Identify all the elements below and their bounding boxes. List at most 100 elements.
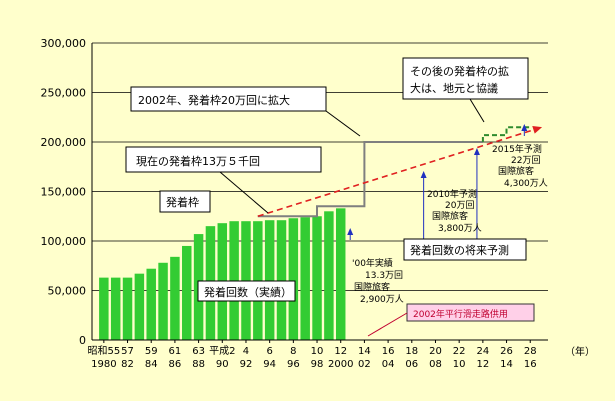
annotation-2000-line1: '00年実績: [352, 257, 393, 269]
bar-2000: [335, 208, 346, 340]
annotation-2000-stats: '00年実績 13.3万回 国際旅客 2,900万人: [352, 257, 404, 305]
annotation-2010-line1: 2010年予測: [427, 188, 477, 200]
x-tick-label-year: 2000: [328, 359, 353, 370]
x-tick-label-year: 92: [240, 359, 253, 370]
annotation-2010-line4: 3,800万人: [438, 223, 482, 234]
x-tick-label-era: 平成2: [209, 345, 235, 357]
x-tick-label-year: 10: [453, 359, 466, 370]
x-tick-label-year: 82: [121, 359, 134, 370]
x-tick-label-era: 16: [382, 346, 395, 357]
bar-1983: [134, 273, 145, 340]
y-tick-label: 150,000: [41, 186, 87, 199]
forecast-marker-2007-arrowhead: [420, 171, 427, 178]
annotation-2010-stats: 2010年予測 20万回 国際旅客 3,800万人: [427, 188, 482, 234]
annotation-2000-line3: 国際旅客: [354, 281, 390, 293]
bar-1980: [99, 277, 109, 340]
annotation-2010-line3: 国際旅客: [432, 210, 468, 222]
annotation-current-text: 現在の発着枠13万５千回: [136, 154, 260, 168]
annotation-2015-line4: 4,300万人: [504, 178, 548, 189]
annotation-future-line2: 大は、地元と協議: [410, 81, 498, 95]
bar-1984: [146, 268, 156, 340]
bar-1986: [170, 256, 180, 340]
annotation-box-forecast: [403, 238, 527, 261]
annotation-box-actual: [197, 280, 296, 302]
annotation-slot-text: 発着枠: [166, 195, 199, 209]
x-tick-label-year: 98: [311, 359, 324, 370]
y-tick-label: 0: [79, 334, 86, 347]
capacity-step-line: [257, 141, 483, 218]
annotation-2010-line2: 20万回: [445, 200, 474, 211]
forecast-marker-2015-arrowhead: [521, 124, 528, 131]
x-tick-label-era: 18: [405, 346, 418, 357]
bar-1981: [110, 277, 121, 340]
bar-1997: [300, 217, 310, 340]
annotation-2015-line2: 22万回: [511, 155, 540, 166]
x-tick-label-era: 昭和55: [87, 345, 120, 357]
annotation-2002-pointer: [325, 110, 361, 137]
annotation-box-slot: [159, 190, 211, 213]
annotation-current-pointer: [219, 171, 269, 214]
lines-group: [257, 124, 543, 243]
bar-1985: [158, 262, 168, 340]
x-tick-label-year: 86: [169, 359, 182, 370]
annotation-future-pointer: [469, 98, 485, 123]
bar-1987: [182, 245, 192, 340]
annotation-2015-line3: 国際旅客: [498, 165, 534, 177]
annotation-runway-pointer: [367, 312, 408, 337]
x-tick-label-era: 4: [243, 346, 249, 357]
bar-1998: [312, 216, 322, 340]
x-tick-label-era: 24: [476, 346, 489, 357]
x-tick-label-year: 08: [429, 359, 442, 370]
x-tick-label-year: 02: [358, 359, 371, 370]
x-tick-label-year: 94: [263, 359, 276, 370]
x-tick-label-year: 12: [476, 359, 489, 370]
annotation-2002-text: 2002年、発着枠20万回に拡大: [138, 93, 290, 107]
x-tick-label-year: 90: [216, 359, 229, 370]
x-tick-label-era: 6: [266, 346, 272, 357]
forecast-marker-2000-arrowhead: [347, 228, 354, 235]
x-tick-label-era: 10: [311, 346, 324, 357]
x-tick-label-year: 1980: [91, 359, 116, 370]
y-tick-label: 200,000: [41, 136, 87, 149]
bar-1996: [288, 218, 299, 340]
x-tick-label-year: 84: [145, 359, 158, 370]
x-tick-label-era: 26: [500, 346, 513, 357]
y-axis-ticks: 0 50,000 100,000 150,000 200,000 250,000 300,0…: [41, 37, 87, 347]
annotation-future-line1: その後の発着枠の拡: [410, 64, 509, 78]
x-tick-label-era: 28: [524, 346, 537, 357]
y-tick-label: 100,000: [41, 235, 87, 248]
x-tick-label-year: 04: [382, 359, 395, 370]
y-tick-label: 300,000: [41, 37, 87, 50]
x-tick-label-era: 20: [429, 346, 442, 357]
x-tick-label-era: 59: [145, 346, 158, 357]
annotation-2000-line4: 2,900万人: [360, 294, 404, 305]
annotation-runway-text: 2002年平行滑走路供用: [413, 308, 508, 320]
annotation-2015-line1: 2015年予測: [492, 143, 542, 155]
future-capacity-line: [481, 126, 531, 142]
y-tick-label: 50,000: [48, 285, 87, 298]
forecast-arrowhead: [532, 126, 543, 134]
x-tick-label-era: 63: [192, 346, 205, 357]
x-tick-label-year: 16: [524, 359, 537, 370]
annotation-box-runway: [406, 303, 535, 322]
bar-1995: [276, 220, 287, 340]
bar-1999: [324, 211, 334, 340]
annotation-2000-line2: 13.3万回: [365, 270, 403, 281]
x-tick-label-era: 22: [453, 346, 466, 357]
x-axis-unit: （年）: [565, 345, 595, 358]
annotation-box-current: [125, 146, 322, 173]
y-tick-label: 250,000: [41, 87, 87, 100]
x-tick-label-year: 96: [287, 359, 300, 370]
annotation-box-2002: [130, 86, 327, 112]
x-axis-ticks: 昭和55 1980 57 82 59 84 61 86 63 88 平成2 90 4 92 6 94 8 96 10…: [87, 340, 537, 370]
annotation-actual-text: 発着回数（実績）: [204, 285, 292, 299]
x-tick-label-year: 14: [500, 359, 513, 370]
x-tick-label-year: 06: [405, 359, 418, 370]
x-tick-label-era: 57: [121, 346, 134, 357]
annotation-box-future: [402, 57, 529, 100]
x-tick-label-era: 14: [358, 346, 371, 357]
forecast-marker-2011-arrowhead: [473, 148, 480, 155]
bar-1994: [264, 220, 275, 340]
